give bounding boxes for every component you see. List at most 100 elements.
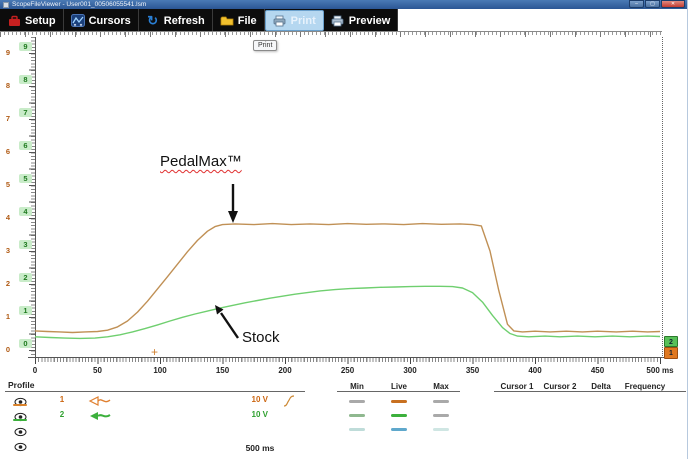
maximize-button[interactable]: ▢ bbox=[645, 0, 660, 8]
cursor2-header: Cursor 2 bbox=[543, 382, 577, 391]
visibility-eye-icon[interactable] bbox=[14, 439, 27, 457]
print-label: Print bbox=[290, 14, 316, 27]
x-tick-label: 250 bbox=[340, 366, 355, 375]
probe-arrow-icon bbox=[88, 394, 112, 412]
channel-color-underline bbox=[13, 404, 27, 406]
trigger-slope-icon bbox=[283, 394, 295, 412]
trace-Stock bbox=[34, 285, 661, 340]
measurement-dash bbox=[349, 428, 365, 431]
x-tick-label: 500 ms bbox=[646, 366, 674, 375]
refresh-label: Refresh bbox=[163, 14, 205, 27]
channel-2-marker[interactable]: 2 bbox=[664, 336, 678, 347]
cursors-icon bbox=[70, 14, 85, 28]
x-tick-label: 450 bbox=[590, 366, 605, 375]
y-tick-green: 6 bbox=[19, 141, 32, 150]
y-tick-orange: 0 bbox=[5, 345, 11, 354]
measurement-dash bbox=[349, 414, 365, 417]
x-tick-label: 0 bbox=[32, 366, 38, 375]
y-tick-orange: 6 bbox=[5, 147, 11, 156]
y-tick-green: 3 bbox=[19, 240, 32, 249]
y-tick-green: 1 bbox=[19, 306, 32, 315]
delta-header: Delta bbox=[591, 382, 611, 391]
y-axis bbox=[35, 37, 36, 358]
top-ruler-major-ticks bbox=[0, 32, 662, 37]
window-title: ScopeFileViewer - User001_00506055541.ls… bbox=[12, 0, 147, 8]
title-bar: ScopeFileViewer - User001_00506055541.ls… bbox=[0, 0, 687, 9]
measurement-dash bbox=[433, 400, 449, 403]
profile-row-ch1: 1 10 V bbox=[0, 393, 330, 407]
pedalmax-arrow bbox=[228, 184, 238, 223]
max-header: Max bbox=[433, 382, 449, 391]
x-axis bbox=[28, 357, 678, 358]
pedalmax-annotation: PedalMax™ bbox=[160, 153, 242, 170]
close-button[interactable]: ✕ bbox=[661, 0, 685, 8]
plot-area bbox=[34, 184, 661, 340]
preview-label: Preview bbox=[348, 14, 391, 27]
x-tick-label: 100 bbox=[153, 366, 167, 375]
top-ruler bbox=[0, 31, 662, 37]
minimize-button[interactable]: – bbox=[629, 0, 644, 8]
app-icon bbox=[3, 1, 9, 8]
x-tick-label: 150 bbox=[215, 366, 230, 375]
preview-button[interactable]: Preview bbox=[323, 9, 399, 32]
cursor1-header: Cursor 1 bbox=[500, 382, 534, 391]
trigger-marker-icon[interactable]: + bbox=[151, 345, 159, 359]
measurement-dash bbox=[391, 400, 407, 403]
setup-button[interactable]: Setup bbox=[0, 9, 64, 32]
y-tick-orange: 3 bbox=[5, 246, 11, 255]
cursors-separator bbox=[494, 391, 686, 392]
y-tick-orange: 1 bbox=[5, 312, 11, 321]
channel-number: 1 bbox=[59, 395, 65, 404]
toolbar: Setup Cursors ↻ Refresh File Print bbox=[0, 9, 399, 32]
profile-separator bbox=[5, 391, 305, 392]
print-tooltip: Print bbox=[253, 40, 278, 51]
measurements-separator bbox=[337, 391, 460, 392]
file-button[interactable]: File bbox=[212, 9, 265, 32]
x-axis-major-ticks bbox=[35, 358, 663, 364]
channel-range: 10 V bbox=[251, 410, 268, 419]
x-tick-label: 350 bbox=[465, 366, 480, 375]
probe-arrow-icon bbox=[88, 409, 112, 427]
toolbox-icon bbox=[7, 14, 21, 28]
y-tick-green: 8 bbox=[19, 75, 32, 84]
y-tick-orange: 5 bbox=[5, 180, 11, 189]
file-label: File bbox=[237, 14, 257, 27]
trace-PedalMax™ bbox=[34, 222, 661, 334]
y-tick-orange: 8 bbox=[5, 81, 11, 90]
frequency-header: Frequency bbox=[624, 382, 666, 391]
stock-arrow bbox=[215, 305, 239, 339]
cursors-button[interactable]: Cursors bbox=[63, 9, 139, 32]
profile-row-4 bbox=[0, 438, 330, 452]
y-tick-green: 7 bbox=[19, 108, 32, 117]
refresh-button[interactable]: ↻ Refresh bbox=[138, 9, 213, 32]
y-tick-green: 4 bbox=[19, 207, 32, 216]
measurement-dash bbox=[433, 428, 449, 431]
profile-row-3 bbox=[0, 423, 330, 437]
measurement-dash bbox=[349, 400, 365, 403]
y-tick-green: 5 bbox=[19, 174, 32, 183]
channel-range: 10 V bbox=[251, 395, 268, 404]
profile-row-ch2: 2 10 V bbox=[0, 408, 330, 422]
profile-heading: Profile bbox=[8, 380, 35, 390]
plot-right-edge bbox=[662, 37, 663, 358]
channel-color-underline bbox=[13, 419, 27, 421]
measurement-dash bbox=[391, 428, 407, 431]
min-header: Min bbox=[350, 382, 364, 391]
printer-icon bbox=[273, 14, 287, 28]
y-tick-green: 0 bbox=[19, 339, 32, 348]
y-tick-green: 2 bbox=[19, 273, 32, 282]
live-header: Live bbox=[390, 382, 408, 391]
timebase-label: 500 ms bbox=[245, 443, 275, 453]
visibility-eye-icon[interactable] bbox=[14, 424, 27, 442]
y-tick-orange: 4 bbox=[5, 213, 11, 222]
print-button[interactable]: Print bbox=[264, 10, 324, 31]
channel-1-marker[interactable]: 1 bbox=[664, 347, 678, 359]
y-tick-orange: 9 bbox=[5, 48, 11, 57]
traces bbox=[34, 222, 661, 340]
y-tick-green: 9 bbox=[19, 42, 32, 51]
y-tick-orange: 2 bbox=[5, 279, 11, 288]
x-tick-label: 300 bbox=[403, 366, 417, 375]
stock-annotation: Stock bbox=[242, 329, 280, 346]
x-tick-label: 50 bbox=[93, 366, 102, 375]
